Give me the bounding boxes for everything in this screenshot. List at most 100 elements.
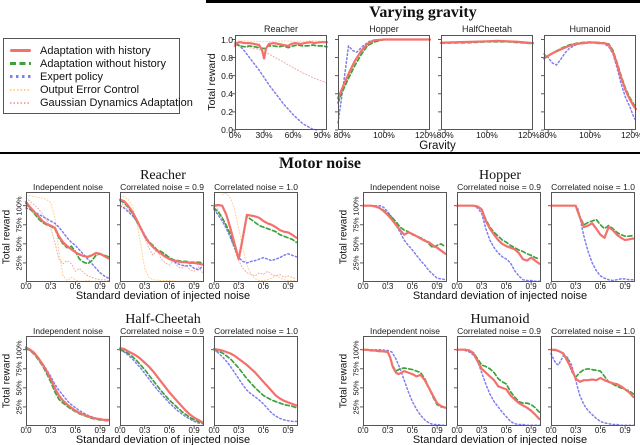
ytick-label: 75%: [351, 217, 361, 233]
group-plots: Independent noise 0.0 0.3 0.6 0.9 Correlated …: [20, 326, 298, 435]
ytick-label: 0.8: [221, 52, 233, 63]
series-red: [361, 348, 447, 409]
xtick-label: 0.0: [545, 426, 557, 435]
series-blue: [213, 348, 298, 423]
series-blue: [550, 204, 635, 282]
xtick-label: 0.3: [45, 426, 57, 435]
xtick-label: 0.3: [233, 282, 245, 291]
series-orange: [25, 195, 109, 282]
ytick-label: 50%: [351, 236, 361, 252]
xtick-label: 0.6: [163, 282, 175, 291]
subplot-title: Humanoid: [569, 24, 611, 34]
subplot-half-cheetah-independent-noise: Independent noise 0.0 0.3 0.6 0.9: [20, 327, 110, 435]
group-plot-row: Total reward 25% 50% 75% 100% Independent noi…: [1, 326, 300, 435]
xtick-labels: 0.0 0.3 0.6 0.9: [20, 282, 110, 291]
xtick-label: 0.3: [382, 282, 394, 291]
ytick-label: 75%: [14, 217, 24, 233]
xtick-label: 0.6: [163, 426, 175, 435]
ylabel-text: Total reward: [338, 209, 350, 265]
xtick-label: 0.9: [525, 426, 537, 435]
plot-canvas-humanoid-independent-noise: [360, 336, 447, 429]
xtick-labels: 0.0 0.3 0.6 0.9: [114, 282, 204, 291]
group-xlabel: Standard deviation of injected noise: [75, 434, 251, 445]
plot-canvas-reacher-correlated-noise-1-0: [211, 192, 298, 285]
subplot-title: Correlated noise = 0.9: [120, 326, 204, 336]
group-reacher: Reacher Total reward 25% 50% 75% 100% Independ…: [2, 169, 300, 302]
xtick-labels: 0.0 0.3 0.6 0.9: [357, 426, 447, 435]
xtick-label: 0.3: [570, 426, 582, 435]
legend-marker-dotted: [10, 75, 31, 78]
group-xlabel: Standard deviation of injected noise: [75, 290, 251, 302]
subplot-title: Correlated noise = 1.0: [214, 326, 298, 336]
subplot-reacher-independent-noise: Independent noise 0.0 0.3 0.6 0.9: [20, 182, 110, 291]
xtick-label: 90%: [313, 130, 331, 140]
series-red: [24, 346, 110, 422]
series-pink: [119, 201, 203, 274]
subplot-title: Independent noise: [370, 182, 440, 192]
subplot-title: Correlated noise = 1.0: [214, 182, 298, 192]
xtick-label: 120%: [414, 130, 437, 140]
xtick-label: 0.9: [94, 282, 106, 291]
xtick-label: 0.6: [257, 282, 269, 291]
varying-gravity-title: Varying gravity: [369, 4, 477, 21]
xtick-labels: 0.0 0.3 0.6 0.9: [451, 426, 541, 435]
series-red: [233, 41, 329, 60]
series-orange: [234, 40, 328, 43]
group-title-reacher: Reacher: [140, 168, 186, 183]
ylabel-text: Total reward: [1, 209, 13, 265]
ytick-label: 1.0: [221, 34, 233, 45]
group-hopper: Hopper Total reward 25% 50% 75% 100% Independe…: [339, 169, 637, 302]
xtick-label: 0.3: [476, 282, 488, 291]
group-plot-row: Total reward 25% 50% 75% 100% Independent noi…: [338, 182, 637, 291]
series-pink: [25, 197, 109, 281]
xtick-label: 80%: [539, 130, 557, 140]
ylabel-text: Total reward: [1, 353, 13, 409]
group-half-cheetah: Half-Cheetah Total reward 25% 50% 75% 100% Ind…: [2, 313, 300, 445]
legend-marker-fdot: [10, 101, 31, 104]
series-blue: [456, 204, 541, 282]
plot-canvas-humanoid: [541, 35, 638, 133]
series-blue: [25, 207, 110, 279]
ytick-label: 50%: [14, 236, 24, 252]
subplot-hopper: Hopper 80% 100% 120%: [334, 23, 437, 140]
ytick-label: 75%: [14, 361, 24, 377]
xtick-label: 80%: [436, 130, 454, 140]
plot-canvas-halfcheetah: [438, 35, 535, 133]
top-ylabel: Total reward: [206, 53, 218, 111]
xtick-label: 80%: [333, 130, 351, 140]
subplot-reacher-correlated-noise-1-0: Correlated noise = 1.0 0.0 0.3 0.6 0.9: [208, 182, 298, 291]
series-blue: [234, 41, 319, 131]
group-plot-row: Total reward 25% 50% 75% 100% Independent noi…: [338, 326, 637, 435]
xtick-label: 0.6: [594, 282, 606, 291]
series-orange: [119, 195, 203, 282]
xtick-label: 0.3: [45, 282, 57, 291]
subplot-reacher-correlated-noise-0-9: Correlated noise = 0.9 0.0 0.3 0.6 0.9: [114, 182, 204, 291]
subplot-title: Independent noise: [33, 182, 103, 192]
xtick-label: 0.0: [208, 426, 220, 435]
subplot-title: Correlated noise = 0.9: [120, 182, 204, 192]
xtick-labels: 0.0 0.3 0.6 0.9: [208, 282, 298, 291]
ytick-label: 25%: [351, 255, 361, 271]
legend-label: Expert policy: [40, 70, 103, 83]
subplot-title: Correlated noise = 1.0: [551, 326, 635, 336]
series-blue: [119, 348, 204, 425]
legend-label: Gaussian Dynamics Adaptation: [40, 96, 193, 109]
series-pink: [234, 44, 328, 84]
series-green: [362, 204, 447, 249]
group-ylabel: Total reward: [1, 327, 13, 434]
plot-canvas-humanoid-correlated-noise-1-0: [548, 336, 635, 429]
xtick-labels: 0.0 0.3 0.6 0.9: [208, 426, 298, 435]
subplot-half-cheetah-correlated-noise-1-0: Correlated noise = 1.0 0.0 0.3 0.6 0.9: [208, 326, 298, 435]
xtick-label: 0.3: [382, 426, 394, 435]
plot-canvas-half-cheetah-correlated-noise-0-9: [117, 336, 204, 429]
plot-canvas-reacher: [232, 35, 329, 133]
series-blue: [213, 208, 298, 264]
ylabel-text: Total reward: [338, 353, 350, 409]
top-xlabel: Gravity: [419, 140, 456, 152]
series-blue: [362, 204, 447, 281]
xtick-label: 60%: [284, 130, 302, 140]
plot-canvas-hopper-correlated-noise-1-0: [548, 192, 635, 285]
legend-marker-solid: [10, 48, 31, 53]
group-ytick-labels: 25% 50% 75% 100%: [12, 183, 26, 290]
